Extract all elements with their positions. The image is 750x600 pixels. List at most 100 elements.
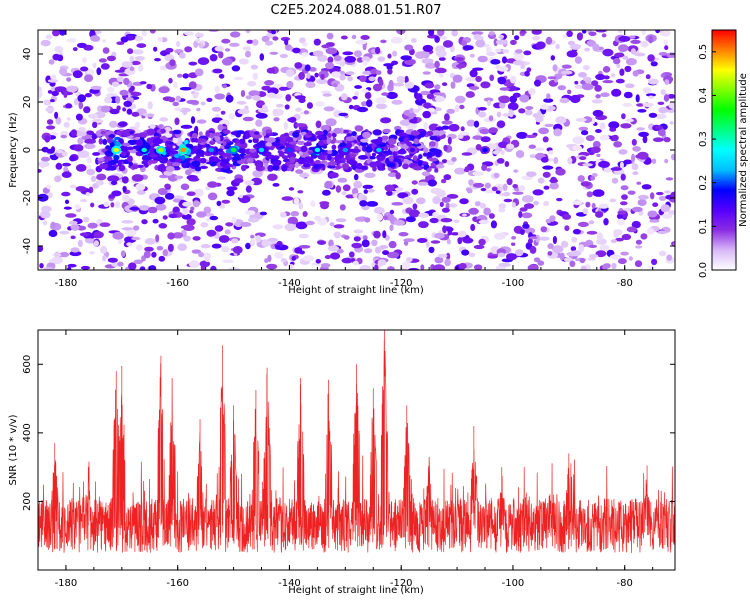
heatmap-cell bbox=[473, 244, 485, 250]
heatmap-cell bbox=[614, 52, 625, 58]
heatmap-cell bbox=[471, 31, 484, 36]
heatmap-cell bbox=[657, 101, 665, 106]
heatmap-cell bbox=[560, 240, 569, 248]
heatmap-cell bbox=[506, 253, 517, 261]
heatmap-cell bbox=[322, 93, 332, 97]
heatmap-cell bbox=[222, 165, 229, 170]
heatmap-cell bbox=[318, 140, 324, 146]
heatmap-cell bbox=[298, 245, 311, 249]
heatmap-cell bbox=[252, 72, 259, 80]
heatmap-cell bbox=[465, 76, 477, 82]
heatmap-cell bbox=[473, 120, 480, 128]
heatmap-cell bbox=[231, 216, 237, 224]
heatmap-cell bbox=[609, 127, 617, 132]
heatmap-cell bbox=[656, 191, 664, 196]
heatmap-cell bbox=[446, 108, 456, 114]
heatmap-cell bbox=[663, 94, 670, 102]
heatmap-cell bbox=[427, 107, 436, 113]
heatmap-cell bbox=[616, 218, 626, 226]
heatmap-cell bbox=[327, 161, 337, 166]
heatmap-cell bbox=[406, 257, 413, 263]
y-tick-label: 40 bbox=[22, 48, 33, 61]
heatmap-cell bbox=[39, 210, 51, 219]
heatmap-cell bbox=[566, 50, 578, 58]
heatmap-cell bbox=[153, 46, 158, 52]
heatmap-cell bbox=[206, 97, 213, 102]
heatmap-cell bbox=[448, 123, 460, 132]
heatmap-cell bbox=[43, 267, 54, 270]
heatmap-cell bbox=[209, 215, 219, 221]
heatmap-cell bbox=[443, 174, 452, 181]
heatmap-cell bbox=[533, 257, 541, 263]
heatmap-cell bbox=[136, 43, 147, 48]
heatmap-cell bbox=[376, 213, 383, 221]
heatmap-cell bbox=[165, 166, 175, 172]
heatmap-cell bbox=[602, 66, 611, 73]
heatmap-cell bbox=[90, 35, 100, 42]
snr-frame bbox=[37, 329, 676, 571]
heatmap-cell bbox=[515, 150, 525, 159]
heatmap-cell bbox=[447, 136, 452, 145]
heatmap-cell bbox=[63, 166, 69, 173]
heatmap-cell bbox=[99, 222, 111, 227]
heatmap-cell bbox=[468, 179, 474, 186]
heatmap-cell bbox=[184, 31, 194, 36]
heatmap-cell bbox=[526, 171, 537, 178]
heatmap-cell bbox=[285, 136, 294, 143]
heatmap-cell bbox=[335, 185, 342, 193]
heatmap-cell bbox=[635, 94, 640, 103]
heatmap-cell bbox=[404, 44, 414, 51]
heatmap-cell bbox=[134, 121, 141, 129]
heatmap-cell bbox=[590, 176, 596, 181]
heatmap-cell bbox=[283, 132, 289, 137]
heatmap-cell bbox=[116, 76, 124, 83]
heatmap-cell bbox=[40, 160, 46, 169]
heatmap-cell bbox=[200, 101, 206, 106]
heatmap-cell bbox=[204, 258, 211, 262]
heatmap-cell bbox=[212, 68, 223, 74]
heatmap-cell bbox=[109, 108, 120, 115]
heatmap-cell bbox=[272, 224, 284, 230]
heatmap-cell bbox=[128, 161, 134, 167]
heatmap-cell bbox=[303, 156, 314, 164]
heatmap-cell bbox=[435, 95, 445, 103]
heatmap-cell bbox=[595, 211, 604, 218]
heatmap-cell bbox=[466, 119, 476, 127]
heatmap-cell bbox=[561, 64, 572, 69]
heatmap-cell bbox=[279, 53, 288, 59]
heatmap-cell bbox=[192, 200, 200, 208]
heatmap-cell bbox=[250, 234, 255, 239]
heatmap-cell bbox=[613, 233, 619, 238]
heatmap-cell bbox=[162, 215, 168, 220]
heatmap-cell bbox=[636, 181, 642, 185]
heatmap-cell bbox=[616, 63, 621, 69]
heatmap-cell bbox=[532, 189, 544, 196]
heatmap-cell bbox=[46, 119, 54, 125]
heatmap-cell bbox=[196, 107, 201, 112]
heatmap-cell bbox=[298, 71, 306, 80]
heatmap-cell bbox=[599, 122, 606, 130]
heatmap-cell bbox=[432, 196, 441, 205]
heatmap-cell bbox=[302, 211, 308, 217]
heatmap-cell bbox=[177, 73, 183, 78]
heatmap-cell bbox=[572, 136, 585, 145]
heatmap-cell bbox=[609, 198, 616, 203]
heatmap-cell bbox=[339, 74, 346, 81]
heatmap-cell bbox=[637, 109, 647, 113]
heatmap-cell bbox=[628, 256, 633, 261]
heatmap-cell bbox=[214, 85, 220, 93]
heatmap-cell bbox=[267, 254, 272, 263]
heatmap-cell bbox=[133, 35, 144, 42]
heatmap-cell bbox=[281, 196, 294, 201]
heatmap-cell bbox=[69, 184, 77, 189]
heatmap-cell bbox=[537, 110, 542, 117]
heatmap-cell bbox=[149, 30, 156, 34]
heatmap-cell bbox=[562, 34, 568, 39]
heatmap-cell bbox=[84, 138, 96, 144]
heatmap-cell bbox=[174, 117, 180, 126]
snr-panel: -180 -160 -140 -120 -100 -80 200 400 600 Height… bbox=[8, 329, 676, 596]
heatmap-cell bbox=[354, 216, 366, 222]
heatmap-cell bbox=[480, 187, 487, 192]
heatmap-cell bbox=[645, 74, 651, 80]
heatmap-cell bbox=[299, 172, 310, 178]
